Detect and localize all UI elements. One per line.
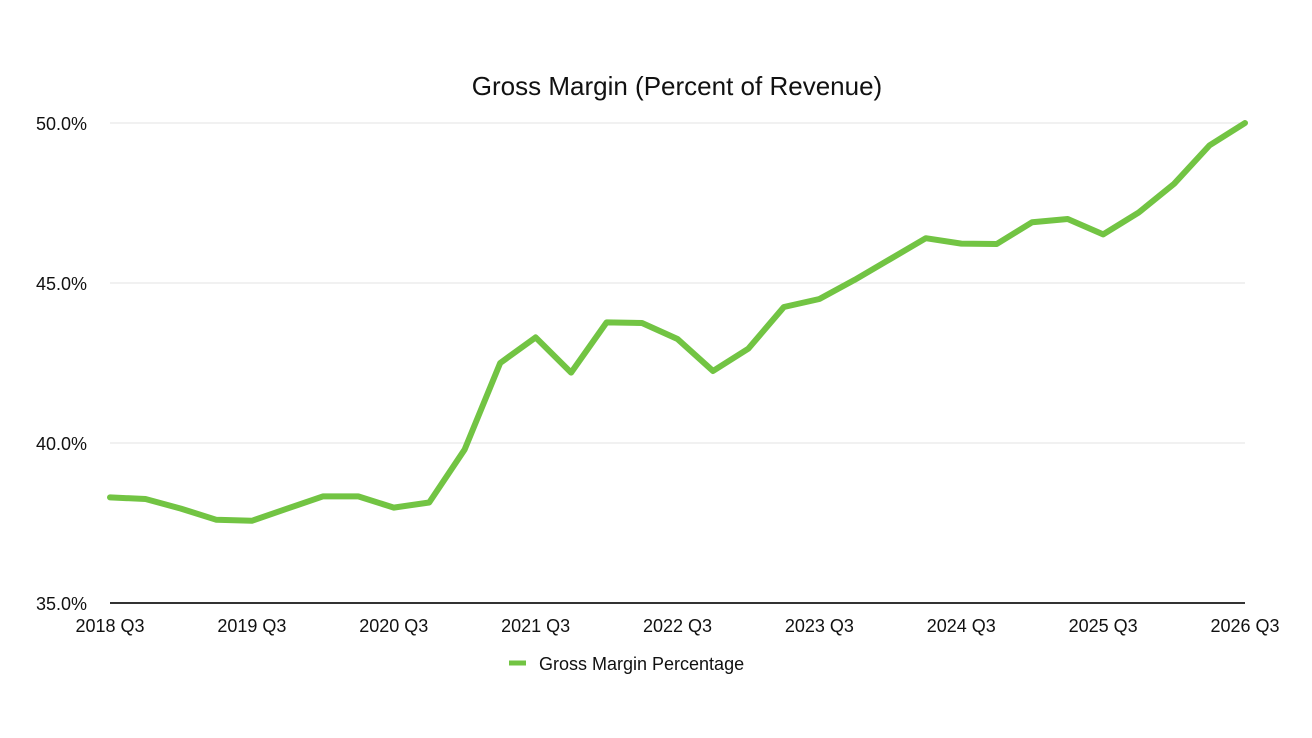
data-point xyxy=(251,519,253,522)
data-point xyxy=(712,370,714,372)
data-point xyxy=(960,242,963,245)
y-tick-label: 35.0% xyxy=(36,594,87,614)
y-axis-ticks: 35.0% 40.0% 45.0% 50.0% xyxy=(36,114,87,614)
data-point xyxy=(286,507,289,510)
chart-title: Gross Margin (Percent of Revenue) xyxy=(472,71,882,101)
data-point xyxy=(322,495,324,498)
data-point xyxy=(1066,218,1069,220)
data-point xyxy=(1173,183,1175,185)
y-tick-label: 40.0% xyxy=(36,434,87,454)
legend-label: Gross Margin Percentage xyxy=(539,654,744,674)
data-point xyxy=(818,298,821,300)
data-point xyxy=(1137,211,1140,214)
data-point xyxy=(180,507,182,510)
x-axis-ticks: 2018 Q3 2019 Q3 2020 Q3 2021 Q3 2022 Q3 2023 … xyxy=(75,616,1279,636)
data-point xyxy=(641,322,643,324)
data-point xyxy=(783,306,785,308)
data-point xyxy=(995,243,998,245)
series-layer xyxy=(107,120,1248,524)
data-point xyxy=(534,336,537,339)
data-point xyxy=(215,519,218,521)
x-tick-label: 2023 Q3 xyxy=(785,616,854,636)
data-point xyxy=(1208,144,1211,147)
series-line-gross-margin xyxy=(107,120,1248,524)
data-point xyxy=(605,321,608,324)
y-tick-label: 50.0% xyxy=(36,114,87,134)
data-point xyxy=(889,258,892,260)
data-point xyxy=(924,237,927,239)
data-point xyxy=(854,279,856,281)
data-point xyxy=(676,338,679,340)
data-point xyxy=(1102,233,1104,236)
data-point xyxy=(1244,122,1246,124)
x-tick-label: 2024 Q3 xyxy=(927,616,996,636)
x-tick-label: 2019 Q3 xyxy=(217,616,286,636)
x-tick-label: 2022 Q3 xyxy=(643,616,712,636)
data-point xyxy=(392,506,395,509)
x-tick-label: 2021 Q3 xyxy=(501,616,570,636)
data-point xyxy=(144,498,147,500)
data-point xyxy=(463,448,466,451)
data-point xyxy=(357,495,360,498)
legend: Gross Margin Percentage xyxy=(509,654,744,674)
data-point xyxy=(570,371,572,374)
gridlines xyxy=(110,122,1245,444)
data-point xyxy=(747,347,750,350)
x-tick-label: 2018 Q3 xyxy=(75,616,144,636)
x-tick-label: 2026 Q3 xyxy=(1210,616,1279,636)
data-point xyxy=(109,496,111,499)
y-tick-label: 45.0% xyxy=(36,274,87,294)
data-point xyxy=(428,501,431,504)
x-tick-label: 2025 Q3 xyxy=(1069,616,1138,636)
data-point xyxy=(499,362,501,364)
x-tick-label: 2020 Q3 xyxy=(359,616,428,636)
data-point xyxy=(1031,221,1033,223)
